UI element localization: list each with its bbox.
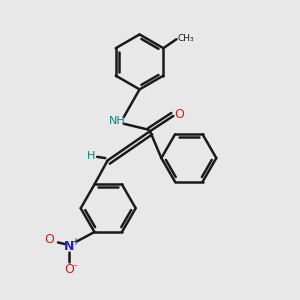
Text: CH₃: CH₃: [178, 34, 195, 43]
Text: ⁻: ⁻: [72, 264, 77, 274]
Text: NH: NH: [109, 116, 125, 126]
Text: O: O: [64, 263, 74, 276]
Text: O: O: [45, 233, 55, 246]
Text: O: O: [174, 108, 184, 121]
Text: H: H: [87, 151, 95, 161]
Text: N: N: [64, 241, 74, 254]
Text: +: +: [71, 237, 79, 247]
